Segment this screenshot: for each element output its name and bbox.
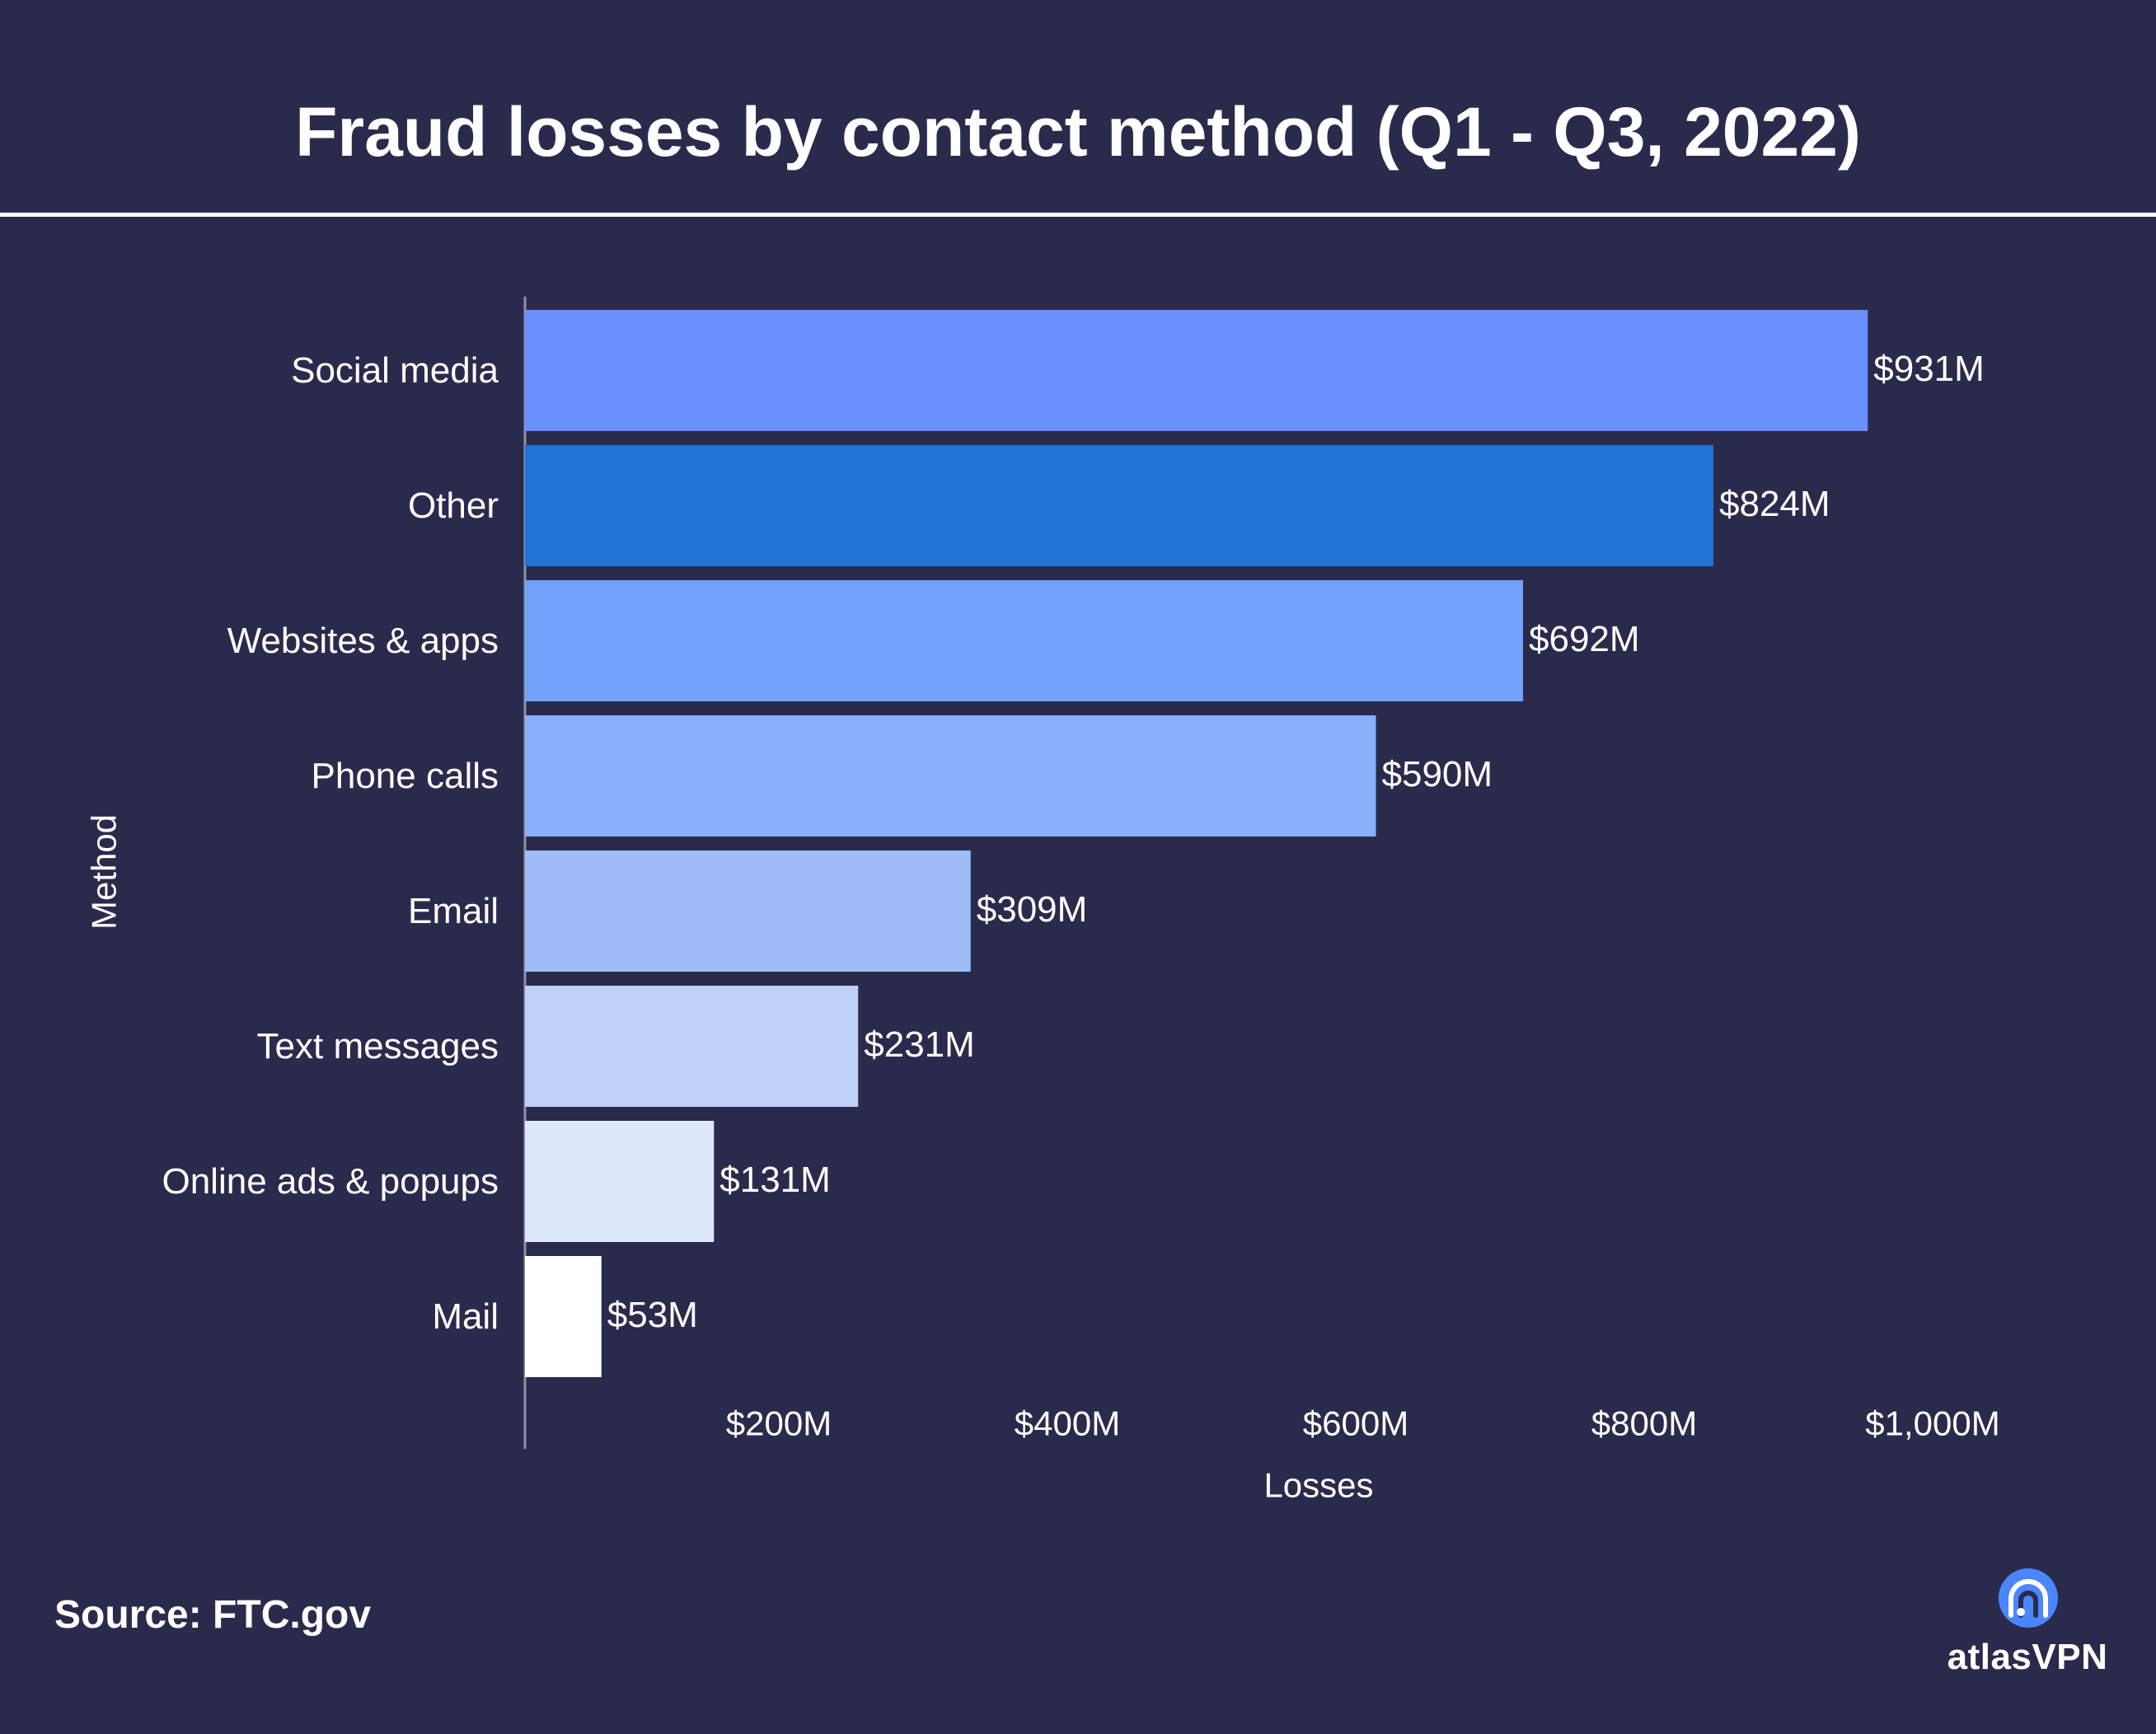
category-label: Text messages <box>257 1026 499 1066</box>
bar-3 <box>525 715 1376 837</box>
x-tick-label: $400M <box>1015 1404 1120 1443</box>
bar-6 <box>525 1121 715 1242</box>
brand-logo: atlasVPN <box>1937 1566 2118 1681</box>
bar-4 <box>525 851 971 972</box>
category-label: Online ads & popups <box>162 1161 499 1202</box>
x-tick-label: $200M <box>726 1404 832 1443</box>
title-divider <box>0 213 2156 217</box>
category-label: Email <box>408 891 499 931</box>
x-tick-label: $800M <box>1591 1404 1697 1443</box>
value-label: $692M <box>1529 619 1640 659</box>
value-label: $590M <box>1382 754 1493 794</box>
bar-5 <box>525 986 859 1107</box>
value-label: $53M <box>607 1295 698 1335</box>
atlas-vpn-logo-icon <box>1999 1568 2058 1628</box>
value-label: $824M <box>1719 484 1830 524</box>
x-tick-label: $600M <box>1303 1404 1408 1443</box>
y-axis-title: Method <box>85 814 124 930</box>
x-axis-title: Losses <box>1263 1466 1373 1505</box>
value-label: $931M <box>1873 349 1985 389</box>
chart-title: Fraud losses by contact method (Q1 - Q3,… <box>295 93 1861 171</box>
value-label: $231M <box>864 1024 975 1065</box>
category-label: Social media <box>291 350 499 391</box>
source-note: Source: FTC.gov <box>54 1593 372 1637</box>
bar-0 <box>525 310 1868 431</box>
bar-1 <box>525 445 1713 566</box>
bar-7 <box>525 1256 602 1377</box>
value-label: $131M <box>719 1160 831 1200</box>
x-tick-label: $1,000M <box>1865 1404 1999 1443</box>
brand-name: atlasVPN <box>1947 1637 2108 1677</box>
category-label: Websites & apps <box>227 621 499 661</box>
category-label: Mail <box>432 1296 499 1337</box>
category-label: Phone calls <box>312 756 499 796</box>
category-label: Other <box>408 485 499 526</box>
value-label: $309M <box>977 889 1088 930</box>
bar-2 <box>525 580 1523 701</box>
